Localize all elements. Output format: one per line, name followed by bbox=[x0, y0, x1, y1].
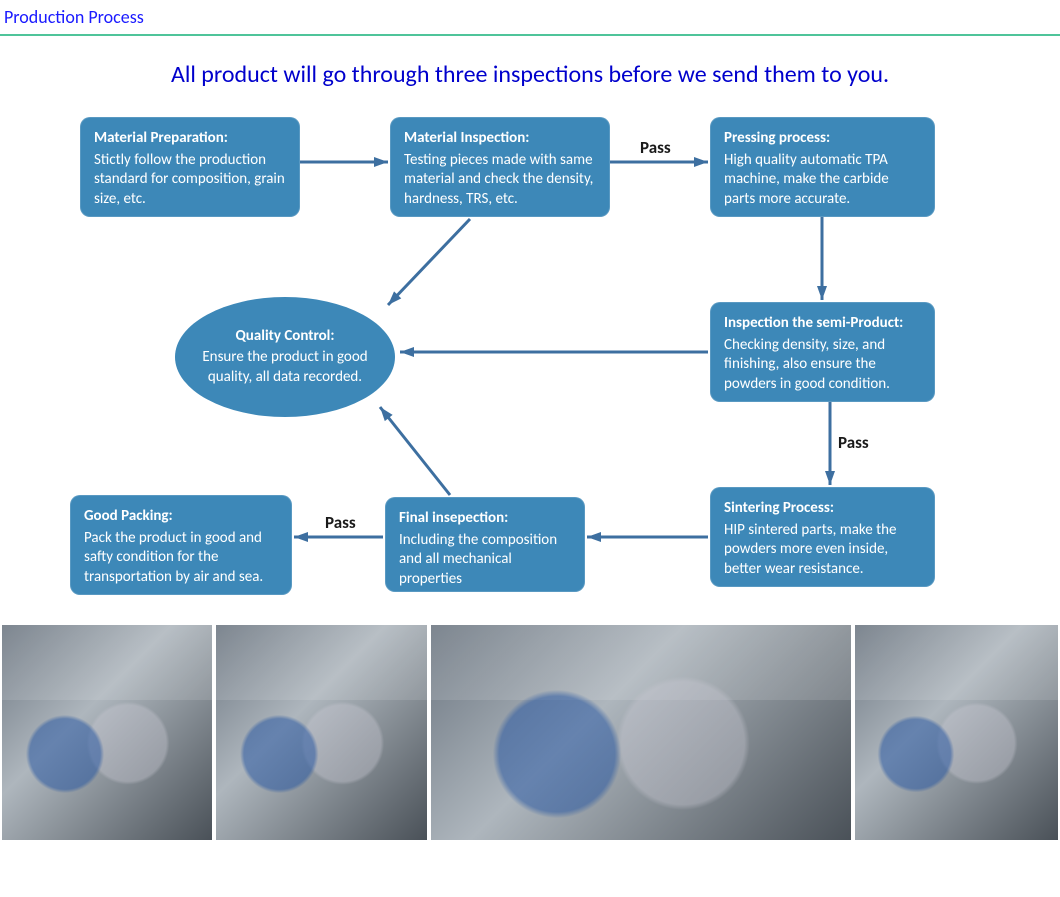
edge-label: Pass bbox=[325, 512, 356, 533]
factory-photo-1 bbox=[2, 625, 212, 840]
flow-node-qc: Quality Control:Ensure the product in go… bbox=[175, 297, 395, 417]
flow-node-n5: Sintering Process:HIP sintered parts, ma… bbox=[710, 487, 935, 587]
edge-label: Pass bbox=[640, 137, 671, 158]
photo-strip bbox=[0, 625, 1060, 840]
flow-node-n6: Final insepection:Including the composit… bbox=[385, 497, 585, 592]
section-title: Production Process bbox=[0, 0, 1060, 36]
edge-label: Pass bbox=[838, 432, 869, 453]
flowchart: Material Preparation:Stictly follow the … bbox=[0, 107, 1060, 617]
flow-node-n3: Pressing process:High quality automatic … bbox=[710, 117, 935, 217]
factory-photo-2 bbox=[216, 625, 426, 840]
flow-node-n4: Inspection the semi-Product:Checking den… bbox=[710, 302, 935, 402]
flow-node-n7: Good Packing:Pack the product in good an… bbox=[70, 495, 292, 595]
flow-node-n2: Material Inspection:Testing pieces made … bbox=[390, 117, 610, 217]
headline: All product will go through three inspec… bbox=[0, 36, 1060, 107]
factory-photo-3 bbox=[431, 625, 851, 840]
flow-node-n1: Material Preparation:Stictly follow the … bbox=[80, 117, 300, 217]
factory-photo-4 bbox=[855, 625, 1058, 840]
